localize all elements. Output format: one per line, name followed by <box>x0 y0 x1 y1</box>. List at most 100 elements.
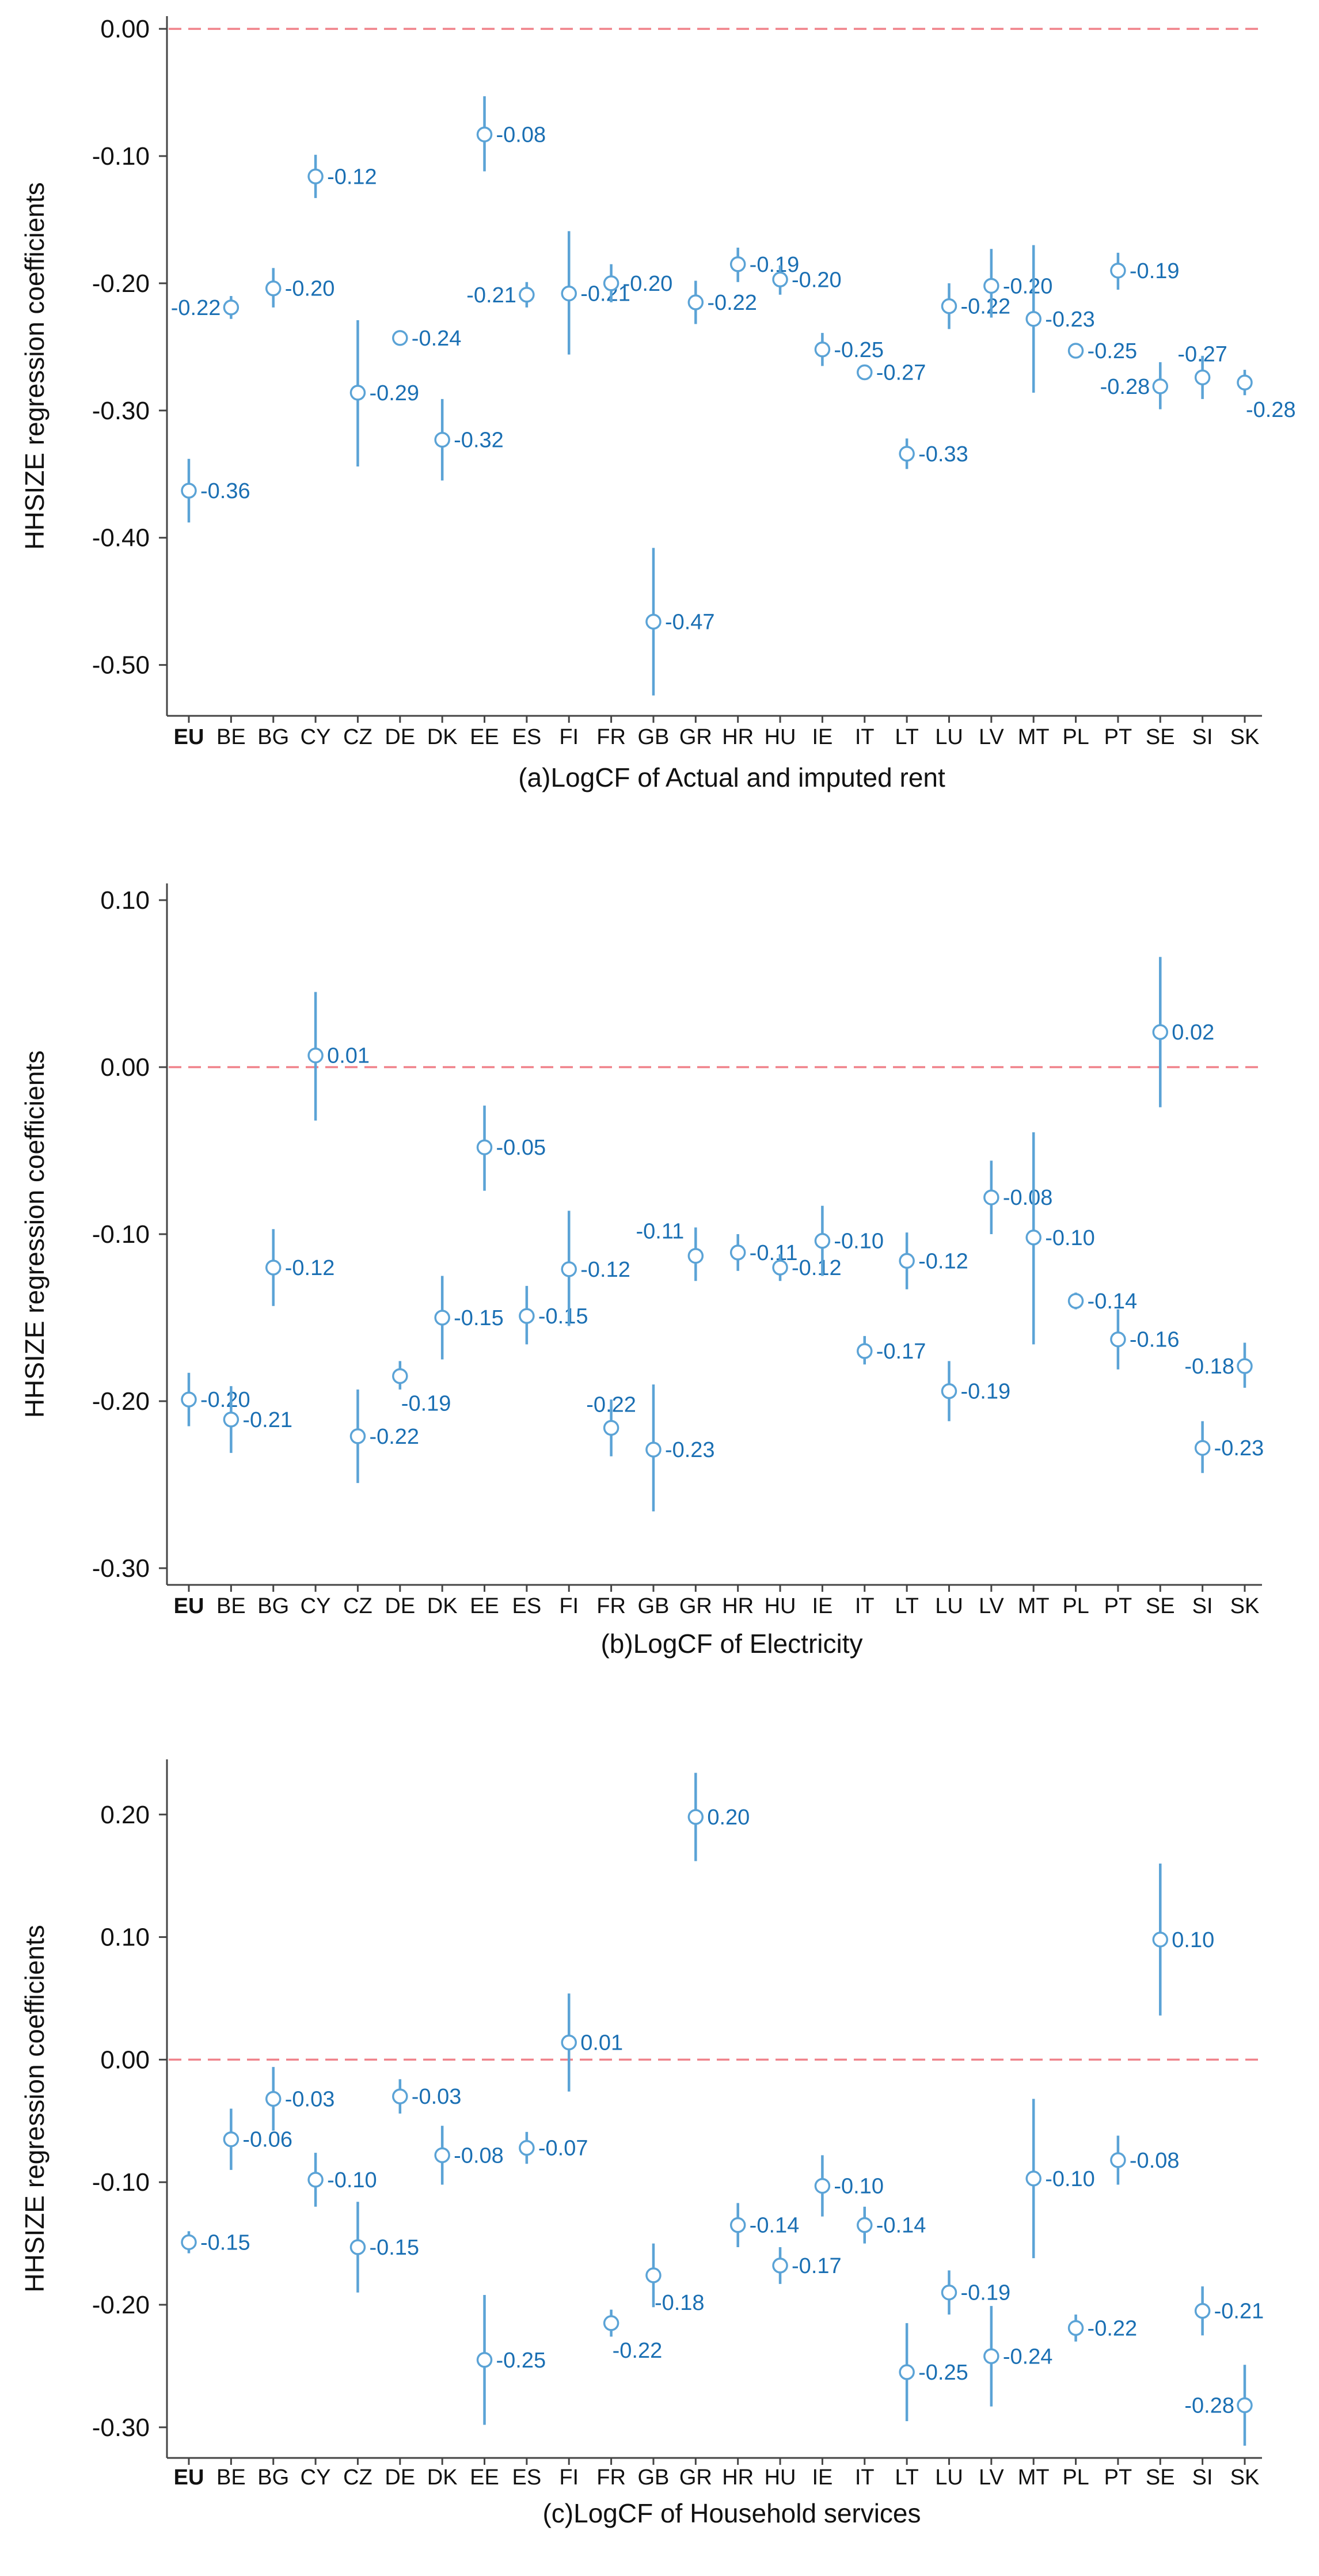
panel-1-data-label: -0.08 <box>496 123 546 147</box>
panel-2-data-label: -0.22 <box>586 1393 636 1417</box>
panel-3-data-label: -0.14 <box>876 2214 926 2238</box>
panel-3-data-label: -0.18 <box>655 2291 705 2315</box>
panel-2-x-tick-label: HU <box>765 1594 796 1618</box>
panel-3-x-tick-label: FI <box>559 2465 579 2490</box>
panel-2-data-label: -0.18 <box>1184 1355 1234 1379</box>
panel-2-data-label: -0.08 <box>1003 1186 1053 1210</box>
panel-2-x-tick-label: PL <box>1062 1594 1089 1618</box>
panel-3-y-axis-label: HHSIZE regression coefficients <box>20 1925 50 2292</box>
panel-1-x-tick-label: EE <box>470 725 499 749</box>
panel-3-x-tick-label: LT <box>895 2465 919 2490</box>
panel-2-y-tick-label: 0.10 <box>100 886 150 915</box>
panel-2-point-marker <box>1067 1293 1084 1309</box>
panel-3-x-tick-label: IT <box>855 2465 875 2490</box>
panel-3-data-label: -0.22 <box>613 2339 663 2363</box>
panel-2-x-tick-label: SK <box>1230 1594 1260 1618</box>
panel-3-data-label: -0.21 <box>1214 2300 1264 2324</box>
panel-2-point-marker <box>265 1259 282 1276</box>
panel-1-point-marker <box>476 126 493 143</box>
panel-2-data-label: -0.05 <box>496 1136 546 1160</box>
panel-2-point-marker <box>561 1261 577 1277</box>
panel-2-data-label: -0.14 <box>1088 1289 1138 1314</box>
panel-3-x-tick-label: PT <box>1104 2465 1132 2490</box>
panel-3-x-tick-label: BG <box>257 2465 289 2490</box>
panel-1-point-marker <box>307 168 324 185</box>
panel-1-x-tick-label: CZ <box>343 725 372 749</box>
panel-2-point-marker <box>1152 1024 1169 1040</box>
panel-1-point-marker <box>772 271 788 288</box>
panel-2-data-label: -0.21 <box>242 1408 292 1432</box>
panel-3-x-tick-label: DE <box>385 2465 415 2490</box>
panel-3-data-label: -0.25 <box>918 2361 968 2385</box>
panel-3-data-label: 0.20 <box>707 1805 750 1830</box>
panel-2-point-marker <box>223 1412 240 1428</box>
panel-1-data-label: -0.28 <box>1246 398 1296 422</box>
panel-1-x-tick-label: CY <box>301 725 331 749</box>
panel-2-x-tick-label: LU <box>935 1594 963 1618</box>
panel-2-x-tick-label: FR <box>596 1594 626 1618</box>
panel-2-data-label: -0.12 <box>285 1256 335 1280</box>
panel-1-data-label: -0.47 <box>665 610 715 635</box>
panel-3-point-marker <box>561 2034 577 2051</box>
panel-2-x-tick-label: GB <box>638 1594 670 1618</box>
panel-2-point-marker <box>1110 1331 1126 1348</box>
panel-2-x-tick-label: PT <box>1104 1594 1132 1618</box>
panel-1-data-label: -0.27 <box>1177 342 1227 366</box>
panel-3-x-tick-label: MT <box>1018 2465 1050 2490</box>
panel-2-point-marker <box>603 1420 619 1436</box>
panel-1-x-tick-label: PT <box>1104 725 1132 749</box>
panel-2-data-label: 0.02 <box>1172 1020 1214 1045</box>
panel-1-data-label: -0.25 <box>834 338 884 362</box>
panel-3-data-label: -0.06 <box>242 2128 292 2152</box>
panel-3-x-tick-label: CZ <box>343 2465 372 2490</box>
panel-2-x-tick-label: CZ <box>343 1594 372 1618</box>
panel-3-point-marker <box>857 2217 873 2233</box>
panel-3-point-marker <box>1110 2152 1126 2168</box>
panel-3-point-marker <box>223 2131 240 2148</box>
panel-3-x-tick-label: CY <box>301 2465 331 2490</box>
panel-1-data-label: -0.22 <box>960 295 1010 319</box>
panel-2-point-marker <box>772 1259 788 1276</box>
panel-3-data-label: -0.15 <box>200 2230 250 2255</box>
panel-2-x-tick-label: FI <box>559 1594 579 1618</box>
panel-1-data-label: -0.32 <box>454 428 504 453</box>
panel-3-x-tick-label: HR <box>722 2465 754 2490</box>
panel-1-point-marker <box>1194 369 1211 386</box>
panel-3-x-tick-label: EE <box>470 2465 499 2490</box>
panel-3-x-tick-label: FR <box>596 2465 626 2490</box>
panel-2-data-label: -0.15 <box>538 1304 588 1329</box>
panel-2-data-label: -0.16 <box>1130 1328 1180 1352</box>
panel-1-x-tick-label: MT <box>1018 725 1050 749</box>
panel-2-point-marker <box>899 1253 915 1269</box>
panel-2-y-tick-label: -0.10 <box>92 1220 150 1249</box>
panel-2-point-marker <box>983 1189 999 1205</box>
panel-3-point-marker <box>687 1809 704 1825</box>
panel-2-x-tick-label: ES <box>512 1594 542 1618</box>
panel-1-data-label: -0.20 <box>1003 274 1053 298</box>
panel-1-y-tick-label: 0.00 <box>100 15 150 43</box>
panel-3-y-tick-label: -0.10 <box>92 2168 150 2196</box>
panel-1-point-marker <box>941 298 957 314</box>
panel-3-x-tick-label: LV <box>979 2465 1004 2490</box>
panel-1-x-tick-label: EU <box>174 725 204 749</box>
panel-1-data-label: -0.23 <box>1045 308 1095 332</box>
panel-1-y-tick-label: -0.10 <box>92 142 150 170</box>
panel-3-x-tick-label: SI <box>1192 2465 1213 2490</box>
panel-3-point-marker <box>772 2258 788 2274</box>
panel-1-point-marker <box>561 285 577 302</box>
panel-1-point-marker <box>899 446 915 462</box>
panel-1-y-axis-label: HHSIZE regression coefficients <box>20 182 50 549</box>
panel-2-point-marker <box>687 1247 704 1264</box>
panel-3-data-label: -0.24 <box>1003 2344 1053 2369</box>
panel-1-x-tick-label: ES <box>512 725 542 749</box>
panel-2-data-label: -0.17 <box>876 1340 926 1364</box>
panel-1-x-tick-label: PL <box>1062 725 1089 749</box>
panel-3-x-tick-label: HU <box>765 2465 796 2490</box>
panel-3-x-tick-label: GB <box>638 2465 670 2490</box>
panel-1-point-marker <box>1025 311 1041 327</box>
panel-2-data-label: -0.10 <box>1045 1226 1095 1250</box>
panel-2-y-tick-label: -0.20 <box>92 1387 150 1416</box>
panel-2-y-tick-label: 0.00 <box>100 1053 150 1082</box>
panel-1-point-marker <box>687 294 704 310</box>
